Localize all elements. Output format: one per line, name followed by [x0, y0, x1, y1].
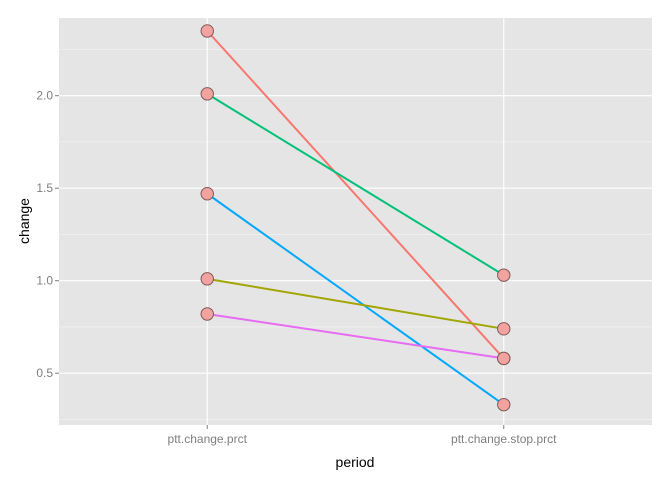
y-tick-label: 1.0 — [36, 274, 53, 288]
series-line-4 — [207, 277, 504, 330]
x-axis: ptt.change.prct ptt.change.stop.prct — [168, 425, 557, 446]
data-point — [497, 322, 511, 336]
data-point — [200, 307, 214, 321]
y-tick-label: 2.0 — [36, 89, 53, 103]
series-line-5 — [207, 313, 504, 360]
series-line-1 — [206, 30, 505, 360]
data-point — [497, 397, 511, 412]
data-point — [497, 351, 511, 366]
x-tick-label: ptt.change.prct — [168, 432, 248, 446]
y-tick-label: 0.5 — [36, 366, 53, 380]
grid-lines — [59, 18, 652, 425]
data-point — [200, 187, 214, 201]
y-axis: 0.5 1.0 1.5 2.0 — [36, 89, 59, 380]
series-lines — [206, 30, 505, 406]
series-line-3 — [206, 192, 505, 406]
y-tick-label: 1.5 — [36, 181, 53, 195]
data-point — [200, 87, 214, 101]
series-line-2 — [206, 92, 505, 277]
data-point — [497, 268, 511, 282]
y-axis-title: change — [16, 198, 32, 244]
plot-panel — [59, 18, 652, 425]
x-axis-title: period — [336, 454, 375, 470]
data-point — [200, 24, 214, 38]
x-tick-label: ptt.change.stop.prct — [451, 432, 557, 446]
data-point — [200, 272, 214, 286]
data-points — [200, 24, 511, 412]
